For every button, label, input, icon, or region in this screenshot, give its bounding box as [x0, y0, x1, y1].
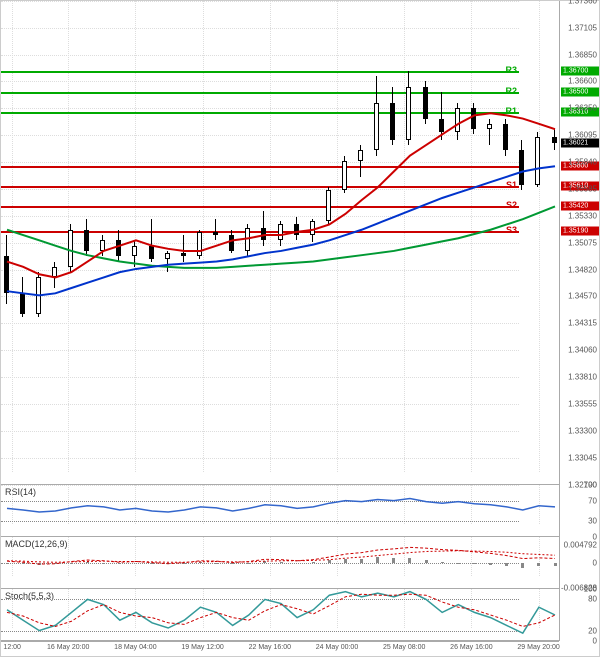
y-tick-label: 1.34060 — [568, 346, 597, 355]
macd-label: MACD(12,26,9) — [5, 539, 68, 549]
rsi-label: RSI(14) — [5, 487, 36, 497]
x-tick-label: 24 May 00:00 — [316, 644, 358, 651]
sr-line-s1 — [1, 186, 519, 188]
macd-tick: 0 — [593, 559, 597, 568]
macd-hist-bar — [54, 563, 57, 564]
macd-hist-bar — [86, 562, 89, 563]
rsi-panel[interactable]: RSI(14) — [1, 485, 559, 537]
sr-label-s1: S1 — [506, 180, 517, 190]
rsi-tick: 70 — [588, 496, 597, 505]
price-y-axis: 1.37360 1.37105 1.36850 1.36600 1.36350 1.360… — [559, 1, 599, 485]
stoch-panel[interactable]: Stoch(5,5,3) — [1, 589, 559, 641]
stoch-tick: 100 — [584, 585, 597, 594]
macd-hist-bar — [489, 563, 492, 565]
y-tick-label: 1.34570 — [568, 292, 597, 301]
x-tick-label: 29 May 20:00 — [517, 644, 559, 651]
sr-label-r2: R2 — [505, 86, 517, 96]
sr-label-s3: S3 — [506, 225, 517, 235]
macd-hist-bar — [280, 562, 283, 563]
macd-hist-bar — [328, 560, 331, 563]
y-tick-label: 1.36600 — [568, 77, 597, 86]
stoch-tick: 0 — [593, 637, 597, 646]
y-tick-label: 1.33555 — [568, 399, 597, 408]
x-tick-label: 22 May 16:00 — [249, 644, 291, 651]
price-panel[interactable]: R31.36700R21.36500R11.36310S11.35610S21.… — [1, 1, 559, 485]
macd-hist-bar — [38, 563, 41, 565]
y-tick-label: 1.33045 — [568, 453, 597, 462]
macd-hist-bar — [118, 563, 121, 564]
chart-container: R31.36700R21.36500R11.36310S11.35610S21.… — [0, 0, 600, 657]
rsi-y-axis: 03070100 — [559, 485, 599, 537]
macd-hist-bar — [537, 563, 540, 566]
y-tick-label: 1.35585 — [568, 184, 597, 193]
macd-hist-bar — [199, 562, 202, 563]
macd-hist-bar — [312, 562, 315, 563]
macd-y-axis: -0.00682800.004792 — [559, 537, 599, 589]
macd-hist-bar — [473, 563, 476, 564]
stoch-y-axis: 02080100 — [559, 589, 599, 641]
sr-line-s3 — [1, 231, 519, 233]
y-tick-label: 1.37360 — [568, 0, 597, 6]
macd-hist-bar — [151, 563, 154, 564]
y-tick-label: 1.35075 — [568, 239, 597, 248]
x-tick-label: 12:00 — [3, 644, 21, 651]
macd-hist-bar — [263, 561, 266, 563]
stoch-tick: 20 — [588, 626, 597, 635]
x-tick-label: 16 May 20:00 — [47, 644, 89, 651]
macd-panel[interactable]: MACD(12,26,9) — [1, 537, 559, 589]
macd-hist-bar — [441, 562, 444, 563]
macd-hist-bar — [425, 560, 428, 563]
x-tick-label: 19 May 12:00 — [181, 644, 223, 651]
y-tick-label: 1.37105 — [568, 24, 597, 33]
rsi-tick: 100 — [584, 481, 597, 490]
macd-hist-bar — [22, 563, 25, 564]
y-tick-label: 1.33810 — [568, 372, 597, 381]
macd-tick: 0.004792 — [564, 541, 597, 550]
x-tick-label: 26 May 16:00 — [450, 644, 492, 651]
y-tick-label: 1.34315 — [568, 319, 597, 328]
macd-hist-bar — [408, 558, 411, 563]
x-tick-label: 18 May 04:00 — [114, 644, 156, 651]
y-tick-label: 1.35840 — [568, 157, 597, 166]
sr-line-r3 — [1, 71, 519, 73]
stoch-tick: 80 — [588, 595, 597, 604]
macd-hist-bar — [392, 558, 395, 563]
macd-hist-bar — [231, 563, 234, 564]
macd-hist-bar — [344, 559, 347, 563]
sr-label-s2: S2 — [506, 200, 517, 210]
y-tick-label: 1.36350 — [568, 103, 597, 112]
rsi-tick: 30 — [588, 517, 597, 526]
macd-hist-bar — [554, 563, 557, 566]
y-tick-label: 1.35330 — [568, 211, 597, 220]
sr-label-r3: R3 — [505, 65, 517, 75]
macd-hist-bar — [521, 563, 524, 568]
macd-hist-bar — [360, 559, 363, 563]
macd-hist-bar — [167, 563, 170, 564]
y-tick-label: 1.36850 — [568, 51, 597, 60]
y-tick-label: 1.33300 — [568, 426, 597, 435]
sr-line-s2 — [1, 206, 519, 208]
x-tick-label: 25 May 08:00 — [383, 644, 425, 651]
macd-hist-bar — [376, 557, 379, 563]
macd-hist-bar — [505, 563, 508, 566]
y-tick-label: 1.34820 — [568, 266, 597, 275]
y-tick-label: 1.36095 — [568, 130, 597, 139]
x-axis: 12:00 16 May 20:00 18 May 04:00 19 May 12:0… — [1, 641, 559, 657]
sr-label-r1: R1 — [505, 106, 517, 116]
